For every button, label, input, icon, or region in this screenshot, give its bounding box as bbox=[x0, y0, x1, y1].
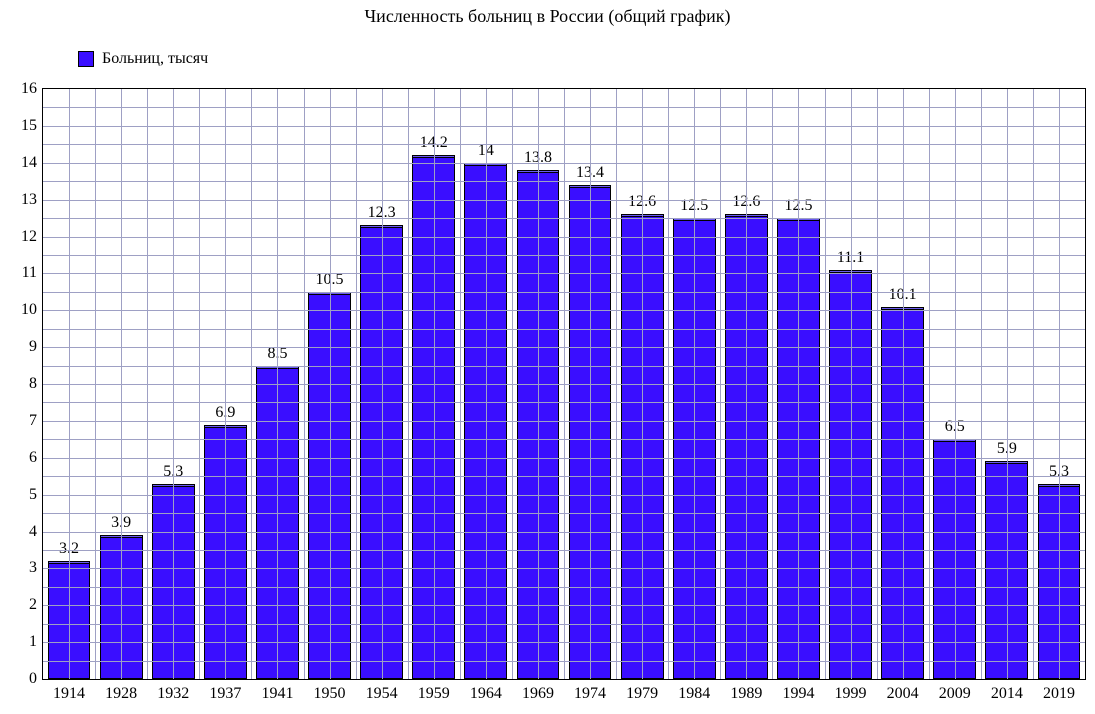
y-tick-label: 16 bbox=[21, 80, 37, 98]
x-tick-label: 1974 bbox=[574, 685, 606, 703]
x-tick-label: 1979 bbox=[626, 685, 658, 703]
grid-line-v bbox=[668, 89, 669, 679]
grid-line-v bbox=[720, 89, 721, 679]
x-tick-label: 2004 bbox=[887, 685, 919, 703]
grid-line-v bbox=[251, 89, 252, 679]
y-tick-label: 11 bbox=[22, 264, 37, 282]
y-tick-label: 10 bbox=[21, 301, 37, 319]
x-tick-label: 2009 bbox=[939, 685, 971, 703]
grid-line-v bbox=[147, 89, 148, 679]
grid-line-v bbox=[408, 89, 409, 679]
x-tick-label: 1994 bbox=[782, 685, 814, 703]
x-tick-label: 1932 bbox=[157, 685, 189, 703]
grid-line-v bbox=[694, 89, 695, 679]
x-tick-label: 1964 bbox=[470, 685, 502, 703]
y-tick-label: 9 bbox=[29, 338, 37, 356]
y-tick-label: 8 bbox=[29, 375, 37, 393]
grid-line-v bbox=[981, 89, 982, 679]
grid-line-v bbox=[95, 89, 96, 679]
x-tick-label: 1984 bbox=[678, 685, 710, 703]
grid-line-v bbox=[199, 89, 200, 679]
y-tick-label: 0 bbox=[29, 670, 37, 688]
x-tick-label: 1928 bbox=[105, 685, 137, 703]
y-tick-label: 15 bbox=[21, 117, 37, 135]
grid-line-v bbox=[434, 89, 435, 679]
grid-line-v bbox=[277, 89, 278, 679]
grid-line-v bbox=[121, 89, 122, 679]
x-tick-label: 1999 bbox=[835, 685, 867, 703]
y-tick-label: 13 bbox=[21, 191, 37, 209]
legend-swatch bbox=[78, 51, 94, 67]
grid-line-v bbox=[486, 89, 487, 679]
y-tick-label: 14 bbox=[21, 154, 37, 172]
chart-title: Численность больниц в России (общий граф… bbox=[0, 6, 1095, 27]
grid-line-v bbox=[382, 89, 383, 679]
y-tick-label: 5 bbox=[29, 486, 37, 504]
grid-line-v bbox=[304, 89, 305, 679]
grid-line-v bbox=[225, 89, 226, 679]
y-tick-label: 7 bbox=[29, 412, 37, 430]
grid-line-v bbox=[1007, 89, 1008, 679]
grid-line-v bbox=[512, 89, 513, 679]
grid-line-v bbox=[825, 89, 826, 679]
grid-line-v bbox=[564, 89, 565, 679]
x-tick-label: 1937 bbox=[209, 685, 241, 703]
grid-line-v bbox=[356, 89, 357, 679]
x-tick-label: 1954 bbox=[366, 685, 398, 703]
grid-line-v bbox=[173, 89, 174, 679]
grid-line-v bbox=[590, 89, 591, 679]
grid-line-v bbox=[642, 89, 643, 679]
y-tick-label: 3 bbox=[29, 559, 37, 577]
x-tick-label: 1914 bbox=[53, 685, 85, 703]
x-tick-label: 2014 bbox=[991, 685, 1023, 703]
grid-line-v bbox=[460, 89, 461, 679]
x-tick-label: 1941 bbox=[261, 685, 293, 703]
grid-line-v bbox=[851, 89, 852, 679]
legend: Больниц, тысяч bbox=[78, 50, 208, 68]
y-tick-label: 6 bbox=[29, 449, 37, 467]
grid-line-v bbox=[903, 89, 904, 679]
grid-line-v bbox=[929, 89, 930, 679]
x-tick-label: 1969 bbox=[522, 685, 554, 703]
y-tick-label: 2 bbox=[29, 596, 37, 614]
x-tick-label: 2019 bbox=[1043, 685, 1075, 703]
legend-label: Больниц, тысяч bbox=[102, 50, 208, 68]
grid-line-v bbox=[798, 89, 799, 679]
grid-line-v bbox=[616, 89, 617, 679]
grid-line-v bbox=[746, 89, 747, 679]
y-tick-label: 12 bbox=[21, 228, 37, 246]
y-tick-label: 4 bbox=[29, 523, 37, 541]
x-tick-label: 1959 bbox=[418, 685, 450, 703]
grid-line-v bbox=[538, 89, 539, 679]
grid-line-v bbox=[1033, 89, 1034, 679]
grid-line-v bbox=[1059, 89, 1060, 679]
x-tick-label: 1989 bbox=[730, 685, 762, 703]
chart-container: Численность больниц в России (общий граф… bbox=[0, 0, 1095, 714]
plot-area: 3.23.95.36.98.510.512.314.21413.813.412.… bbox=[42, 88, 1086, 680]
grid-line-v bbox=[955, 89, 956, 679]
grid-line-v bbox=[69, 89, 70, 679]
x-tick-label: 1950 bbox=[314, 685, 346, 703]
grid-line-v bbox=[877, 89, 878, 679]
y-tick-label: 1 bbox=[29, 633, 37, 651]
grid-line-v bbox=[772, 89, 773, 679]
grid-line-v bbox=[330, 89, 331, 679]
